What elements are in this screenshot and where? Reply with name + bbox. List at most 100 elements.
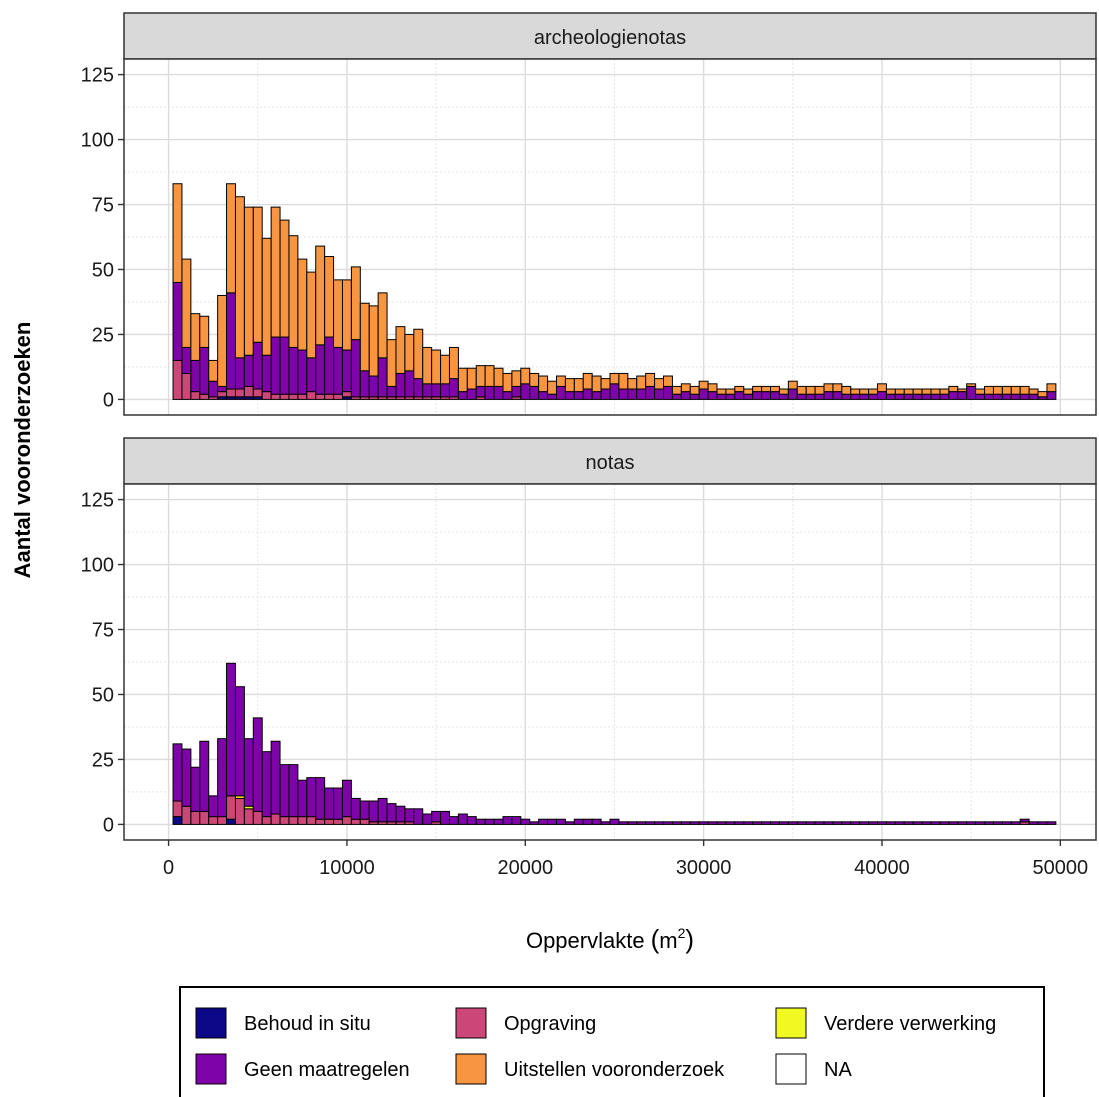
bar-segment (315, 393, 326, 400)
bar-segment (725, 388, 736, 395)
bar-segment (288, 764, 299, 818)
bar-segment (520, 367, 531, 385)
bar-segment (199, 740, 210, 812)
y-tick-label: 125 (81, 65, 114, 87)
bar-segment (912, 393, 923, 400)
bar-segment (805, 385, 816, 395)
bar-segment (743, 393, 754, 400)
bar-segment (582, 372, 593, 390)
bar-segment (288, 393, 299, 400)
bar-segment (261, 391, 272, 400)
bar-segment (761, 391, 772, 400)
bar-segment (716, 393, 727, 400)
bar-segment (547, 393, 557, 400)
bar-segment (734, 821, 745, 825)
bar-segment (877, 383, 887, 393)
bar-segment (814, 821, 825, 825)
bar-segment (386, 339, 397, 387)
bar-segment (778, 821, 789, 825)
bar-segment (671, 393, 682, 400)
bar-segment (591, 391, 602, 400)
bar-segment (440, 810, 450, 825)
bar-segment (573, 818, 584, 825)
bar-segment (324, 393, 335, 400)
bar-segment (1028, 821, 1039, 825)
bar-segment (752, 385, 763, 393)
grid-minor (124, 484, 1096, 840)
bar-segment (1037, 391, 1048, 398)
bar-segment (939, 393, 950, 400)
bar-segment (663, 375, 673, 387)
bar-segment (930, 388, 941, 395)
bar-segment (885, 388, 896, 395)
bar-segment (341, 779, 352, 818)
bar-segment (1001, 385, 1012, 395)
bar-segment (226, 662, 236, 797)
bar-segment (564, 378, 575, 393)
bar-segment (217, 738, 228, 818)
bar-segment (172, 800, 183, 818)
bar-segment (502, 372, 513, 393)
bar-segment (368, 375, 379, 398)
legend-label: Opgraving (504, 1013, 596, 1035)
bar-segment (350, 339, 361, 398)
bar-segment (841, 385, 852, 395)
bar-segment (850, 388, 861, 395)
bar-segment (689, 393, 700, 400)
bar-segment (573, 378, 584, 393)
bar-segment (618, 388, 629, 400)
bar-segment (859, 821, 870, 825)
bar-segment (493, 367, 504, 387)
bars (172, 183, 1057, 400)
strip-background (123, 437, 1097, 485)
bar-segment (297, 816, 308, 825)
bar-segment (359, 800, 370, 820)
bar-segment (645, 821, 656, 825)
bar-segment (1046, 383, 1057, 393)
bar-segment (288, 816, 299, 825)
bar-segment (377, 797, 388, 823)
bar-segment (261, 816, 272, 825)
bar-segment (208, 359, 219, 382)
x-axis-title-paren-open: ( (651, 924, 660, 954)
bar-segment (1019, 818, 1030, 823)
bar-segment (199, 315, 210, 348)
bar-segment (859, 393, 870, 400)
bar-segment (1028, 388, 1039, 395)
bar-segment (966, 385, 977, 400)
bar-segment (787, 380, 798, 390)
bar-segment (957, 391, 968, 400)
bar-segment (395, 805, 406, 823)
bar-segment (903, 388, 914, 395)
bar-segment (555, 385, 566, 400)
y-tick-label: 125 (81, 490, 114, 512)
bar-segment (261, 751, 272, 818)
bar-segment (217, 385, 228, 393)
bar-segment (422, 346, 433, 385)
bar-segment (1046, 821, 1057, 825)
bar-segment (341, 391, 352, 398)
bar-segment (324, 336, 335, 395)
bar-segment (502, 391, 513, 400)
bar-segment (333, 346, 343, 395)
bar-segment (689, 821, 700, 825)
bar-segment (636, 821, 647, 825)
bar-segment (190, 391, 201, 400)
bar-segment (930, 393, 941, 400)
bar-segment (555, 375, 566, 387)
bar-segment (208, 816, 219, 825)
bar-segment (609, 818, 620, 825)
bar-segment (645, 385, 656, 400)
bar-segment (1028, 393, 1039, 400)
bar-segment (966, 383, 977, 387)
bar-segment (404, 808, 415, 823)
bar-segment (859, 388, 870, 395)
bar-segment (1019, 385, 1030, 395)
x-tick-label: 40000 (854, 857, 910, 879)
bar-segment (306, 357, 317, 393)
bar-segment (663, 821, 673, 825)
bar-segment (743, 388, 754, 395)
bar-segment (404, 370, 415, 398)
bar-segment (992, 385, 1003, 395)
bar-segment (787, 388, 798, 400)
